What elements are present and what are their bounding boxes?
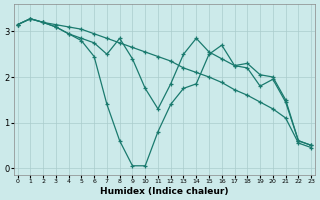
X-axis label: Humidex (Indice chaleur): Humidex (Indice chaleur) bbox=[100, 187, 228, 196]
